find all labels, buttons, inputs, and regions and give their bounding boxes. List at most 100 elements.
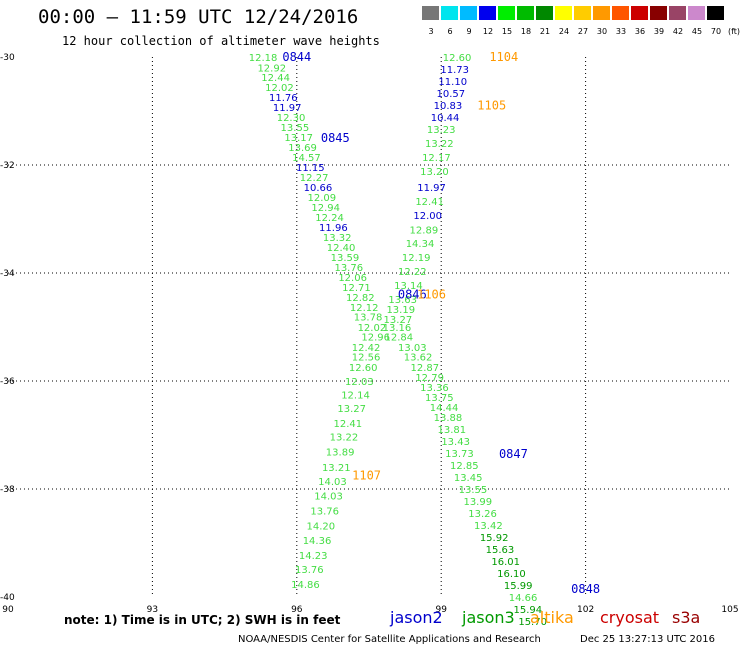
swh-value-label: 11.97 — [417, 183, 446, 194]
pass-time-label: 0846 — [398, 288, 427, 302]
y-tick-label: -40 — [0, 593, 15, 603]
swh-value-label: 10.57 — [437, 89, 466, 100]
colorbar-unit: (ft) — [728, 27, 740, 36]
swh-value-label: 12.02 — [358, 323, 387, 334]
footer-credit: NOAA/NESDIS Center for Satellite Applica… — [238, 634, 541, 645]
swh-value-label: 13.17 — [284, 133, 313, 144]
swh-value-label: 12.30 — [277, 113, 306, 124]
swh-value-label: 13.88 — [434, 413, 463, 424]
chart-title: 00:00 – 11:59 UTC 12/24/2016 — [38, 6, 359, 28]
colorbar-swatch — [536, 6, 554, 20]
colorbar-label: 6 — [447, 27, 453, 36]
swh-value-label: 13.23 — [427, 125, 456, 136]
swh-value-label: 12.92 — [257, 63, 286, 74]
swh-value-label: 13.16 — [383, 323, 412, 334]
swh-value-label: 14.44 — [430, 403, 459, 414]
swh-value-label: 13.55 — [459, 485, 488, 496]
pass-time-label: 0847 — [499, 447, 528, 461]
note-text: note: 1) Time is in UTC; 2) SWH is in fe… — [64, 613, 341, 627]
colorbar-swatch — [669, 6, 687, 20]
swh-value-label: 12.09 — [308, 193, 337, 204]
swh-value-label: 13.19 — [386, 305, 415, 316]
swh-value-label: 13.76 — [295, 565, 324, 576]
swh-value-label: 13.21 — [322, 463, 351, 474]
x-tick-label: 99 — [435, 605, 447, 615]
swh-value-label: 12.96 — [361, 333, 390, 344]
colorbar-swatch — [707, 6, 725, 20]
swh-value-label: 15.63 — [486, 545, 515, 556]
swh-value-label: 12.82 — [346, 293, 375, 304]
swh-value-label: 15.92 — [480, 533, 509, 544]
swh-value-label: 13.22 — [425, 139, 454, 150]
swh-value-label: 12.94 — [311, 203, 340, 214]
footer-timestamp: Dec 25 13:27:13 UTC 2016 — [580, 634, 715, 645]
swh-value-label: 13.89 — [326, 448, 355, 459]
pass-time-label: 1106 — [417, 288, 446, 302]
swh-value-label: 12.14 — [341, 391, 370, 402]
swh-value-label: 13.14 — [394, 281, 423, 292]
swh-value-label: 13.32 — [323, 233, 352, 244]
swh-value-label: 12.27 — [300, 173, 329, 184]
swh-value-label: 13.27 — [384, 315, 413, 326]
swh-value-label: 12.85 — [450, 461, 479, 472]
swh-value-label: 12.60 — [349, 363, 378, 374]
colorbar-label: 18 — [520, 27, 532, 36]
swh-value-label: 11.10 — [438, 77, 467, 88]
swh-value-label: 16.01 — [491, 557, 520, 568]
colorbar-label: 9 — [466, 27, 472, 36]
colorbar-label: 21 — [539, 27, 551, 36]
x-tick-label: 102 — [577, 605, 594, 615]
y-tick-label: -36 — [0, 377, 15, 387]
swh-value-label: 14.20 — [307, 522, 336, 533]
swh-value-label: 13.20 — [420, 167, 449, 178]
swh-value-label: 12.84 — [385, 333, 414, 344]
swh-value-label: 15.94 — [514, 605, 543, 616]
colorbar-label: 45 — [691, 27, 703, 36]
swh-value-label: 12.56 — [352, 353, 381, 364]
swh-value-label: 12.24 — [315, 213, 344, 224]
swh-value-label: 13.03 — [398, 343, 427, 354]
swh-value-label: 12.40 — [327, 243, 356, 254]
swh-value-label: 12.17 — [422, 153, 451, 164]
colorbar-swatch — [460, 6, 478, 20]
x-tick-label: 96 — [291, 605, 303, 615]
swh-value-label: 12.79 — [415, 373, 444, 384]
y-tick-label: -34 — [0, 269, 15, 279]
colorbar-label: 27 — [577, 27, 589, 36]
y-tick-label: -38 — [0, 485, 15, 495]
swh-value-label: 12.87 — [411, 363, 440, 374]
x-tick-label: 93 — [147, 605, 158, 615]
swh-value-label: 14.57 — [292, 153, 321, 164]
pass-time-label: 1107 — [352, 469, 381, 483]
swh-value-label: 13.42 — [474, 521, 503, 532]
colorbar-swatch — [422, 6, 440, 20]
swh-value-label: 14.23 — [299, 551, 328, 562]
swh-value-label: 10.66 — [304, 183, 333, 194]
colorbar-label: 42 — [672, 27, 684, 36]
swh-value-label: 11.73 — [440, 65, 469, 76]
swh-value-label: 13.78 — [354, 313, 383, 324]
colorbar-swatch — [555, 6, 573, 20]
swh-value-label: 12.00 — [413, 211, 442, 222]
swh-value-label: 15.99 — [504, 581, 533, 592]
swh-value-label: 12.02 — [265, 83, 294, 94]
swh-value-label: 13.26 — [468, 509, 497, 520]
swh-value-label: 12.03 — [345, 377, 374, 388]
swh-value-label: 14.34 — [406, 239, 435, 250]
swh-value-label: 11.76 — [269, 93, 298, 104]
swh-value-label: 13.76 — [334, 263, 363, 274]
pass-time-label: 0848 — [571, 582, 600, 596]
swh-value-label: 11.97 — [273, 103, 302, 114]
swh-value-label: 12.71 — [342, 283, 371, 294]
swh-value-label: 12.60 — [443, 53, 472, 64]
x-tick-label: 90 — [2, 605, 14, 615]
colorbar-swatch — [688, 6, 706, 20]
swh-value-label: 14.36 — [303, 536, 332, 547]
swh-value-label: 13.55 — [281, 123, 310, 134]
colorbar-label: 33 — [615, 27, 627, 36]
swh-value-label: 13.76 — [310, 507, 339, 518]
swh-value-label: 10.83 — [434, 101, 463, 112]
swh-value-label: 13.22 — [330, 433, 359, 444]
swh-value-label: 11.96 — [319, 223, 348, 234]
